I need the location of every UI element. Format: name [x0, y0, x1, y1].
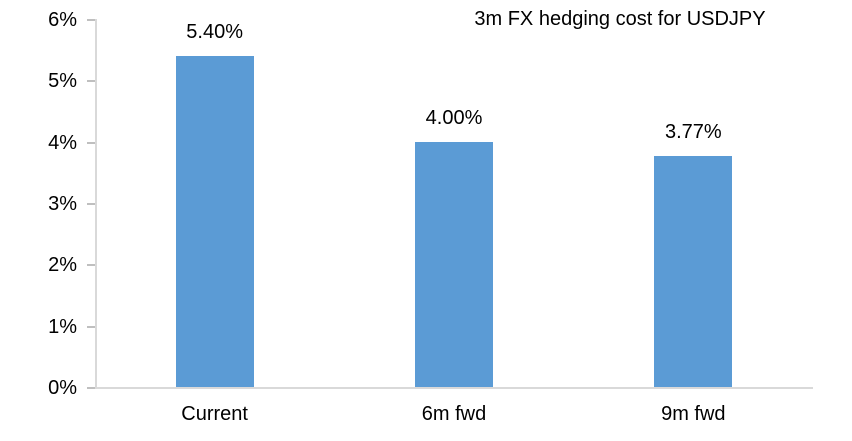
y-tick-mark [87, 141, 95, 144]
y-tick-label-6-: 6% [48, 9, 77, 31]
bar-9m-fwd [654, 155, 733, 387]
bar-current [175, 55, 254, 387]
y-tick-label-1-: 1% [48, 315, 77, 338]
y-tick-label-4-: 4% [48, 131, 77, 154]
y-tick-label-2-: 2% [48, 254, 77, 277]
y-tick-label-0-: 0% [48, 377, 77, 399]
bar-6m-fwd [415, 141, 493, 387]
x-tick-label-9m-fwd: 9m fwd [661, 403, 726, 425]
y-tick-label-5-: 5% [48, 70, 77, 93]
data-label-6m-fwd: 4.00% [425, 106, 483, 129]
y-axis-line [95, 19, 97, 389]
data-label-9m-fwd: 3.77% [664, 120, 722, 143]
y-tick-mark [87, 203, 95, 205]
data-label-current: 5.40% [186, 20, 244, 43]
x-axis-line [95, 387, 813, 389]
y-tick-mark [87, 264, 95, 267]
chart-title: 3m FX hedging cost for USDJPY [474, 8, 766, 30]
y-tick-mark [87, 80, 95, 83]
y-tick-mark [87, 19, 95, 21]
y-tick-label-3-: 3% [48, 193, 77, 215]
x-tick-label-current: Current [181, 403, 248, 425]
y-tick-mark [87, 325, 95, 328]
y-tick-mark [87, 387, 95, 389]
x-tick-label-6m-fwd: 6m fwd [421, 403, 487, 425]
